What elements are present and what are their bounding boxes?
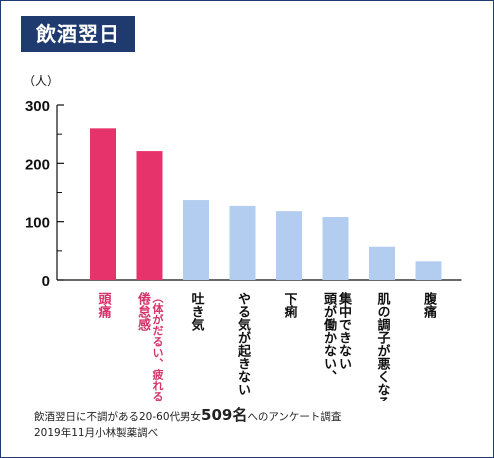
footnote-line-2: 2019年11月小林製薬調べ: [34, 427, 159, 439]
category-label: 倦怠感: [135, 291, 151, 332]
bar: [415, 261, 442, 280]
category-label: 頭が働かない、: [321, 292, 338, 383]
bar-chart: （人） 0 100 200 300 頭痛 倦怠感 （体がだるい、疲れる） 吐き気 やる気が起きない…: [23, 74, 462, 401]
footnote-sample-size: 509名: [201, 406, 248, 424]
footnote: 飲酒翌日に不調がある20-60代男女509名へのアンケート調査 2019年11月…: [34, 407, 474, 441]
category-label: （体がだるい、疲れる）: [151, 292, 165, 401]
y-tick-label: 100: [25, 215, 50, 232]
footnote-text: 飲酒翌日に不調がある20-60代男女: [34, 411, 202, 423]
category-label: 頭痛: [96, 292, 113, 319]
category-label: 集中できない: [336, 291, 353, 370]
bar: [322, 217, 349, 280]
y-tick-label: 300: [25, 98, 50, 115]
category-label: やる気が起きない: [235, 292, 252, 396]
y-tick-label: 200: [25, 156, 50, 173]
bar: [90, 128, 116, 280]
bar: [136, 151, 163, 280]
y-axis-label: （人）: [23, 74, 59, 88]
category-label: 吐き気: [189, 291, 205, 332]
bar: [229, 205, 256, 280]
bar: [276, 211, 302, 280]
footnote-text-after: へのアンケート調査: [247, 411, 342, 423]
category-label: 腹痛: [421, 291, 438, 319]
y-tick-label: 0: [42, 273, 50, 290]
footnote-line-1: 飲酒翌日に不調がある20-60代男女509名へのアンケート調査: [34, 407, 474, 425]
category-label: 下痢: [282, 292, 298, 319]
bar: [369, 246, 395, 280]
chart-title: 飲酒翌日: [21, 16, 135, 52]
bar: [183, 200, 209, 280]
category-label: 肌の調子が悪くなる: [375, 292, 391, 401]
